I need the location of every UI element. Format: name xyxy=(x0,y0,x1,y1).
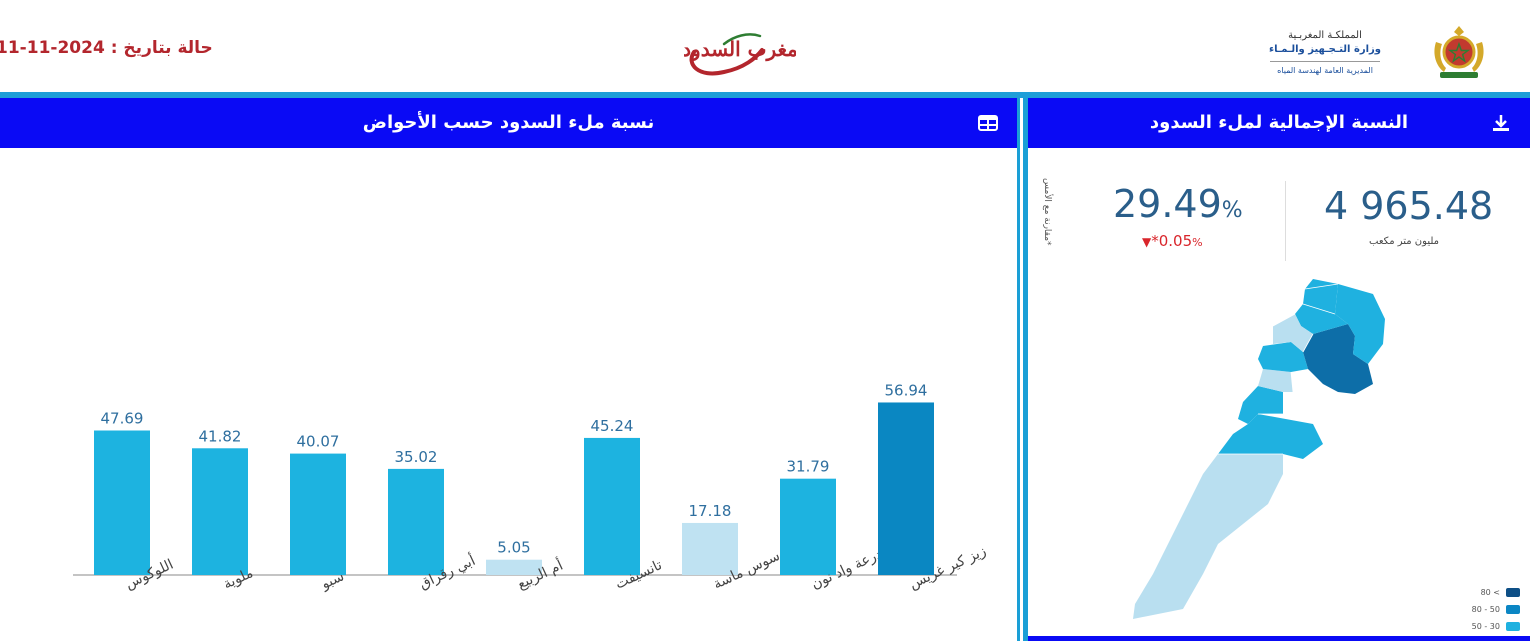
map-region-sahara xyxy=(1133,454,1283,619)
map-region-draa xyxy=(1218,414,1323,459)
ministry-line2: وزارة التـجـهيز والـمـاء xyxy=(1268,44,1382,55)
comparison-note: *مقارنة مع الأمس xyxy=(1042,178,1052,246)
overall-panel: النسبة الإجمالية لملء السدود *مقارنة مع … xyxy=(1023,98,1530,641)
bar-value-label: 17.18 xyxy=(689,502,732,520)
change-value: *0.05 xyxy=(1151,232,1193,250)
bar-value-label: 56.94 xyxy=(885,381,928,399)
ministry-line3: المديرية العامة لهندسة المياه xyxy=(1277,66,1373,75)
bar-5[interactable] xyxy=(584,437,640,575)
bar-value-label: 40.07 xyxy=(297,433,340,451)
daily-change: ▼*0.05% xyxy=(1142,232,1203,250)
change-down-icon: ▼ xyxy=(1142,235,1152,249)
bar-value-label: 31.79 xyxy=(787,458,830,476)
map-region-sebou xyxy=(1295,304,1348,334)
fill-percentage-value: 29.49 xyxy=(1113,182,1222,226)
overall-panel-header: النسبة الإجمالية لملء السدود xyxy=(1028,98,1530,148)
legend-item: 50 - 30 xyxy=(1472,618,1520,635)
panel-bottom-bar xyxy=(1028,636,1530,641)
maghreb-dams-logo: مغرب السدود xyxy=(682,22,798,84)
legend-item: 80 - 50 xyxy=(1472,601,1520,618)
map-region-oumerrbia xyxy=(1258,342,1308,372)
bar-3[interactable] xyxy=(388,468,444,575)
overall-panel-title: النسبة الإجمالية لملء السدود xyxy=(1149,112,1409,133)
map-region-tensift xyxy=(1258,369,1293,392)
basins-map xyxy=(1133,279,1385,619)
bar-value-label: 41.82 xyxy=(199,427,242,445)
basins-panel-title: نسبة ملء السدود حسب الأحواض xyxy=(362,112,655,133)
bar-value-label: 5.05 xyxy=(497,539,530,557)
legend-label: 80 < xyxy=(1480,588,1500,597)
bar-6[interactable] xyxy=(682,522,738,575)
map-region-souss xyxy=(1238,386,1283,424)
change-sign: % xyxy=(1192,236,1203,249)
total-volume-value: 4 965.48 xyxy=(1324,184,1494,228)
map-region-bouregreg xyxy=(1273,314,1313,352)
fill-percentage: 29.49% xyxy=(1113,182,1243,226)
legend-label: 50 - 30 xyxy=(1471,622,1500,631)
bar-1[interactable] xyxy=(192,448,248,575)
basins-panel-header: نسبة ملء السدود حسب الأحواض xyxy=(0,98,1017,148)
legend-swatch xyxy=(1506,588,1520,597)
map-legend: 80 < 80 - 50 50 - 30 xyxy=(1472,584,1520,635)
bar-value-label: 47.69 xyxy=(101,409,144,427)
status-date: حالة بتاريخ : 2024-11-11 xyxy=(0,38,213,58)
bar-2[interactable] xyxy=(290,453,346,575)
ministry-rule xyxy=(1270,61,1380,62)
table-icon[interactable] xyxy=(978,113,998,133)
bar-value-label: 45.24 xyxy=(591,417,634,435)
bar-value-label: 35.02 xyxy=(395,448,438,466)
legend-swatch xyxy=(1506,622,1520,631)
royal-emblem-icon xyxy=(1428,22,1490,84)
map-region-ziz xyxy=(1303,324,1373,394)
legend-item: 80 < xyxy=(1472,584,1520,601)
bar-4[interactable] xyxy=(486,559,542,575)
basins-panel: نسبة ملء السدود حسب الأحواض 47.69 اللوكوس… xyxy=(0,98,1020,641)
total-volume-unit: مليون متر مكعب xyxy=(1369,236,1439,247)
top-header: حالة بتاريخ : 2024-11-11 مغرب السدود الم… xyxy=(0,0,1530,92)
download-icon[interactable] xyxy=(1491,113,1511,133)
header-divider xyxy=(0,92,1530,98)
ministry-line1: المملكـة المغربـية xyxy=(1288,30,1362,41)
legend-swatch xyxy=(1506,605,1520,614)
bar-8[interactable] xyxy=(878,402,934,575)
map-region-moulouya xyxy=(1335,284,1385,364)
fill-percentage-sign: % xyxy=(1221,198,1243,223)
stats-divider xyxy=(1285,181,1286,261)
bar-0[interactable] xyxy=(94,430,150,575)
legend-label: 80 - 50 xyxy=(1471,605,1500,614)
ministry-block: المملكـة المغربـية وزارة التـجـهيز والـم… xyxy=(1240,30,1410,75)
bar-7[interactable] xyxy=(780,478,836,575)
logo-text: مغرب السدود xyxy=(684,37,796,62)
